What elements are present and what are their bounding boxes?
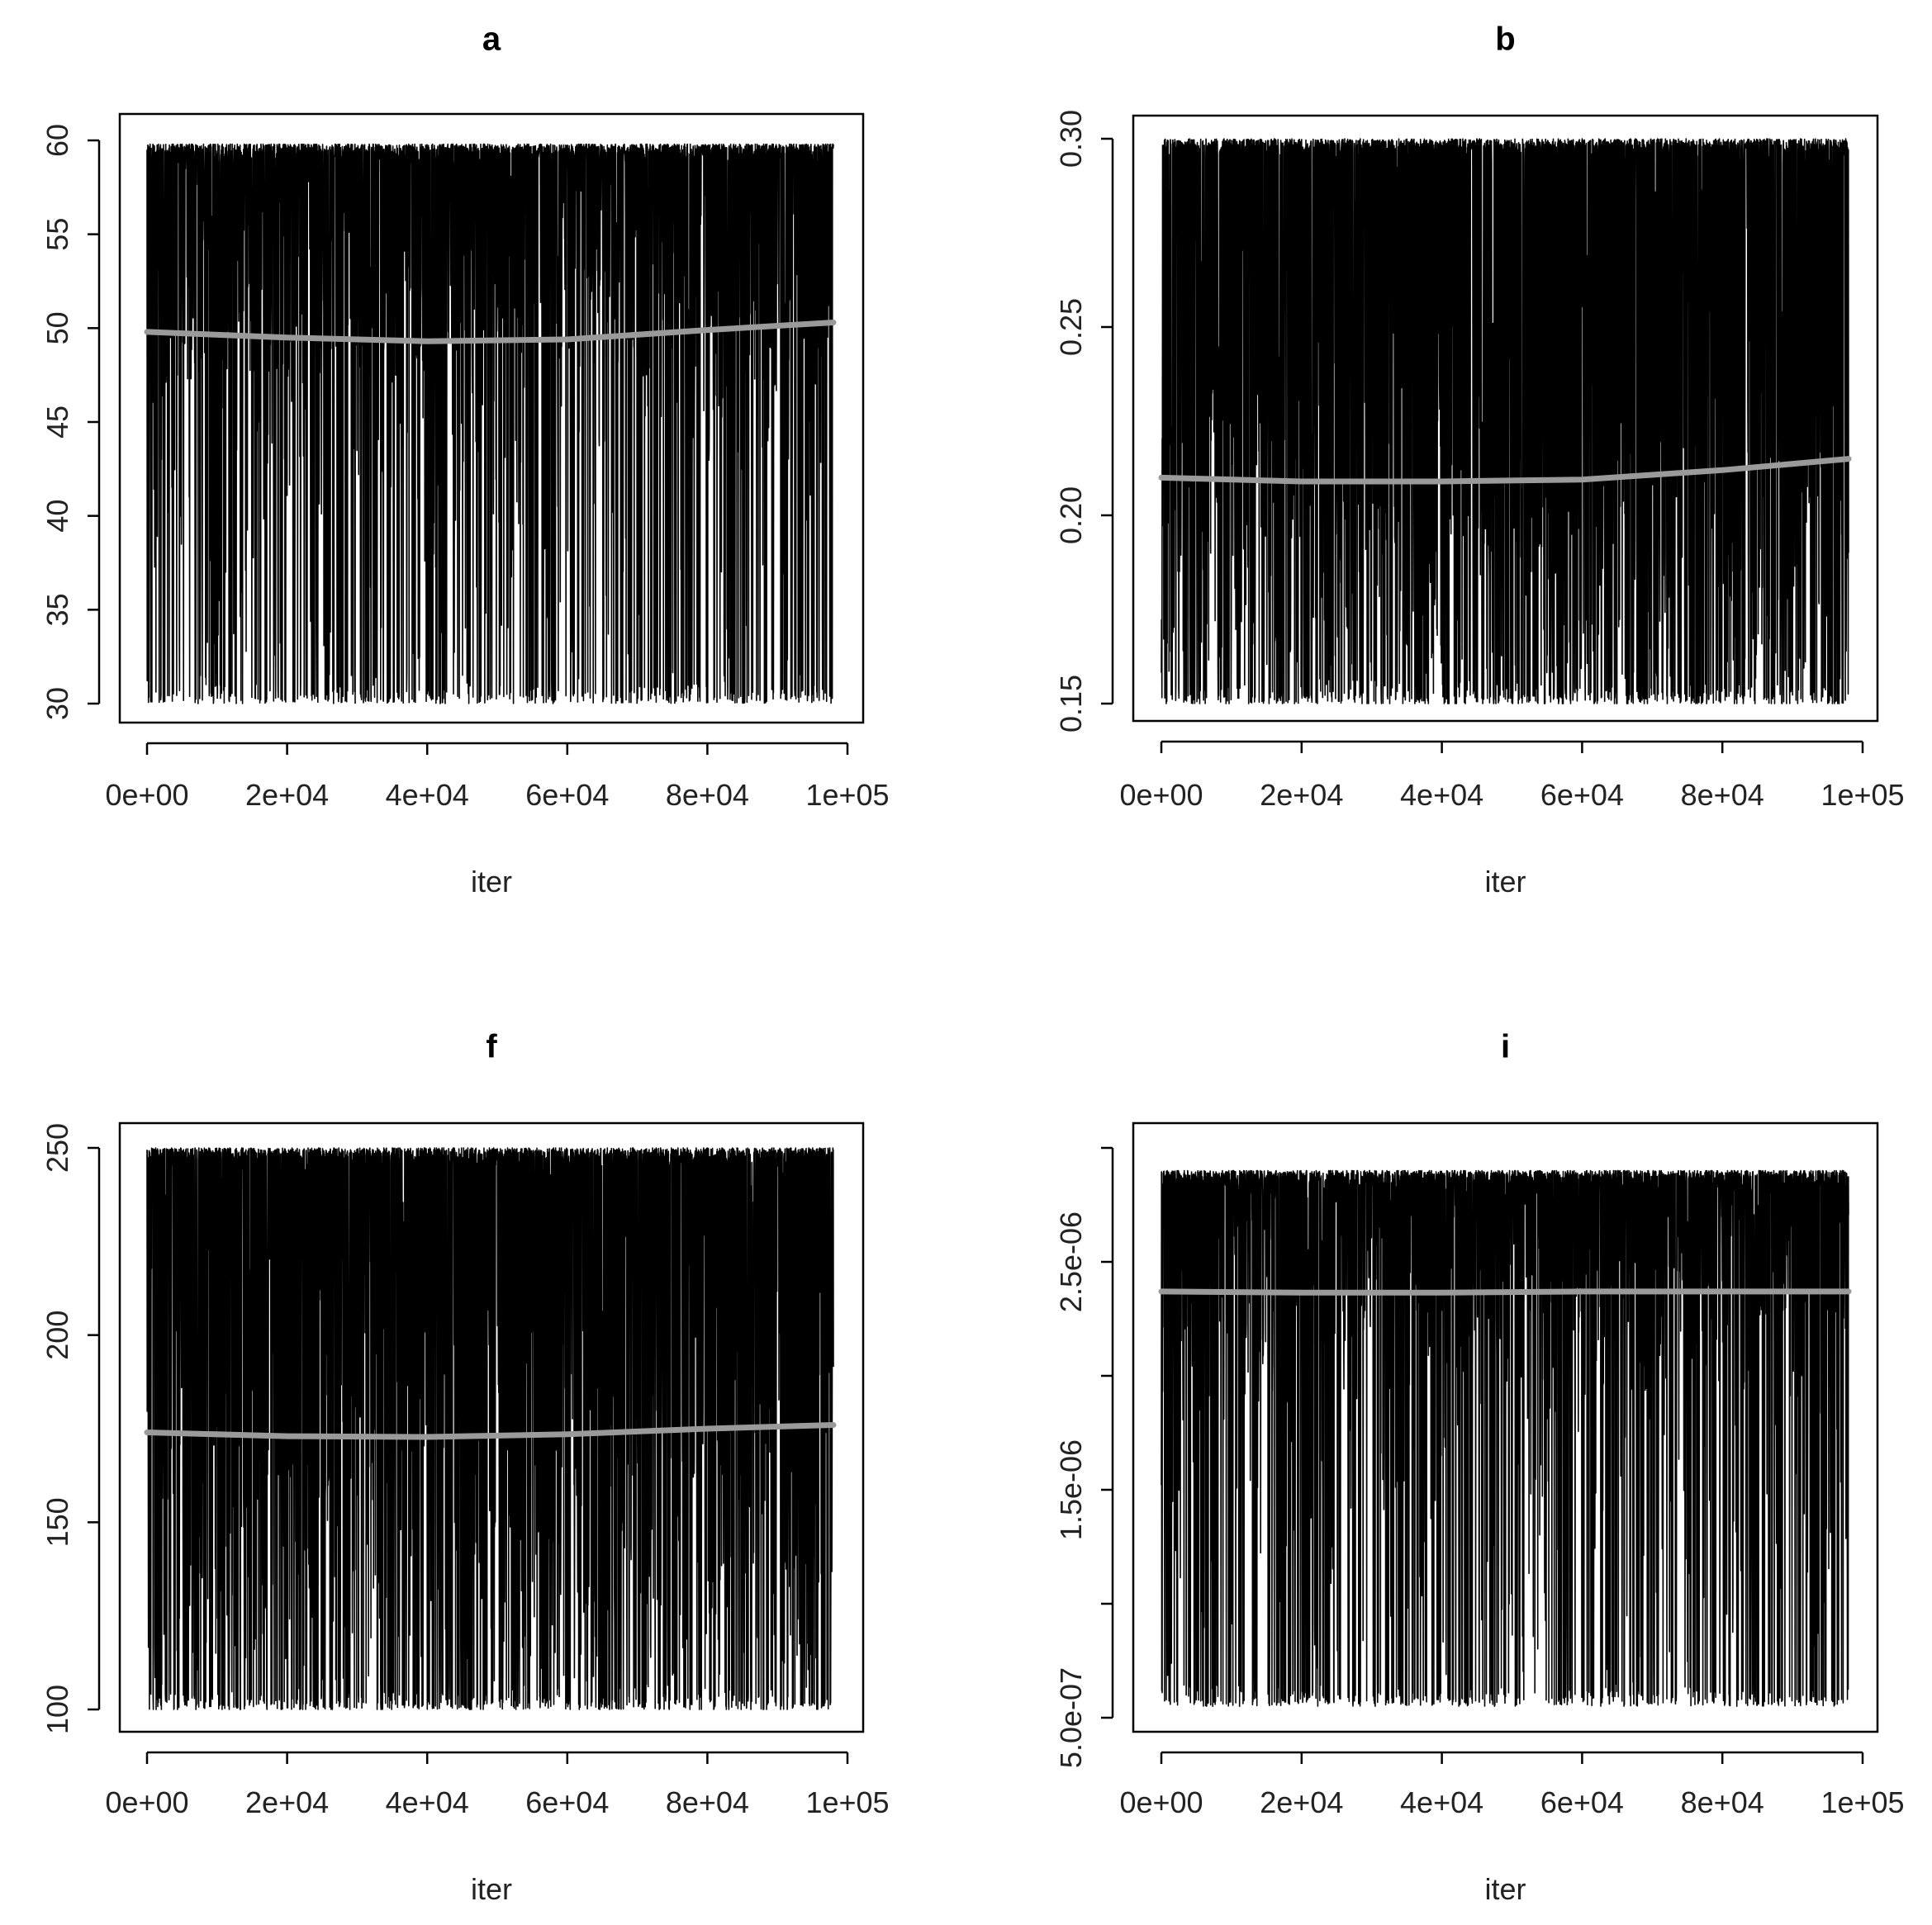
x-tick-label: 2e+04 (245, 778, 329, 812)
x-tick-label: 1e+05 (805, 778, 889, 812)
x-tick-label: 1e+05 (805, 1785, 889, 1819)
y-tick-label: 30 (40, 687, 74, 720)
y-tick-label: 60 (40, 124, 74, 157)
plot-frame (1132, 1121, 1879, 1733)
chart-panel-a: a 0e+00 2e+04 4e+04 6e+04 8e+04 1e+05 iter 30 35 4… (40, 21, 890, 898)
trace-line (146, 143, 834, 704)
x-tick-label: 8e+04 (1681, 778, 1764, 812)
x-tick-label: 2e+04 (1260, 1785, 1343, 1819)
y-tick-label: 0.25 (1054, 298, 1088, 356)
y-tick-label: 2.5e-06 (1054, 1211, 1088, 1312)
x-tick-label: 4e+04 (1400, 1785, 1483, 1819)
x-tick-label: 0e+00 (105, 778, 188, 812)
plot-frame (118, 112, 865, 724)
chart-title: f (486, 1029, 497, 1065)
plot-frame (1132, 114, 1879, 723)
y-tick-label: 0.30 (1054, 110, 1088, 168)
y-tick-label: 100 (40, 1685, 74, 1734)
y-tick-label: 5.0e-07 (1054, 1667, 1088, 1768)
plot-frame (118, 1121, 865, 1733)
x-tick-label: 0e+00 (1119, 1785, 1203, 1819)
x-tick-label: 6e+04 (1540, 1785, 1624, 1819)
y-tick-label: 55 (40, 218, 74, 251)
x-tick-label: 0e+00 (105, 1785, 188, 1819)
x-tick-label: 1e+05 (1820, 1785, 1904, 1819)
y-tick-label: 45 (40, 405, 74, 439)
y-tick-label: 200 (40, 1311, 74, 1360)
x-tick-label: 8e+04 (666, 1785, 749, 1819)
x-axis-label: iter (1484, 1872, 1526, 1906)
y-tick-label: 0.20 (1054, 486, 1088, 544)
x-tick-label: 2e+04 (1260, 778, 1343, 812)
chart-title: b (1495, 21, 1515, 58)
y-tick-label: 0.15 (1054, 675, 1088, 733)
smooth-line (1158, 456, 1852, 485)
y-tick-label: 35 (40, 593, 74, 626)
smooth-line (144, 1422, 837, 1440)
x-tick-label: 6e+04 (525, 1785, 609, 1819)
x-tick-label: 4e+04 (386, 778, 469, 812)
y-tick-label: 150 (40, 1497, 74, 1547)
chart-panel-f: f 0e+00 2e+04 4e+04 6e+04 8e+04 1e+05 iter 100 15… (40, 1029, 890, 1906)
x-tick-label: 4e+04 (1400, 778, 1483, 812)
x-tick-label: 2e+04 (245, 1785, 329, 1819)
y-tick-label: 250 (40, 1123, 74, 1173)
y-tick-label: 40 (40, 500, 74, 533)
x-tick-label: 8e+04 (1681, 1785, 1764, 1819)
y-tick-label: 1.5e-06 (1054, 1439, 1088, 1540)
chart-panel-b: b 0e+00 2e+04 4e+04 6e+04 8e+04 1e+05 iter 0.15 0… (1054, 21, 1905, 898)
x-axis-label: iter (471, 865, 512, 898)
chart-title: a (482, 21, 501, 58)
trace-line (1161, 138, 1849, 704)
x-tick-label: 6e+04 (1540, 778, 1624, 812)
trace-line (1161, 1169, 1849, 1707)
x-tick-label: 8e+04 (666, 778, 749, 812)
x-tick-label: 0e+00 (1119, 778, 1203, 812)
chart-panel-i: i 0e+00 2e+04 4e+04 6e+04 8e+04 1e+05 iter 5.0e-… (1054, 1029, 1905, 1906)
x-tick-label: 4e+04 (386, 1785, 469, 1819)
x-tick-label: 1e+05 (1820, 778, 1904, 812)
smooth-line (144, 320, 837, 344)
x-axis-label: iter (471, 1872, 512, 1906)
y-tick-label: 50 (40, 311, 74, 344)
x-axis-label: iter (1484, 865, 1526, 898)
x-tick-label: 6e+04 (525, 778, 609, 812)
chart-title: i (1501, 1029, 1510, 1065)
